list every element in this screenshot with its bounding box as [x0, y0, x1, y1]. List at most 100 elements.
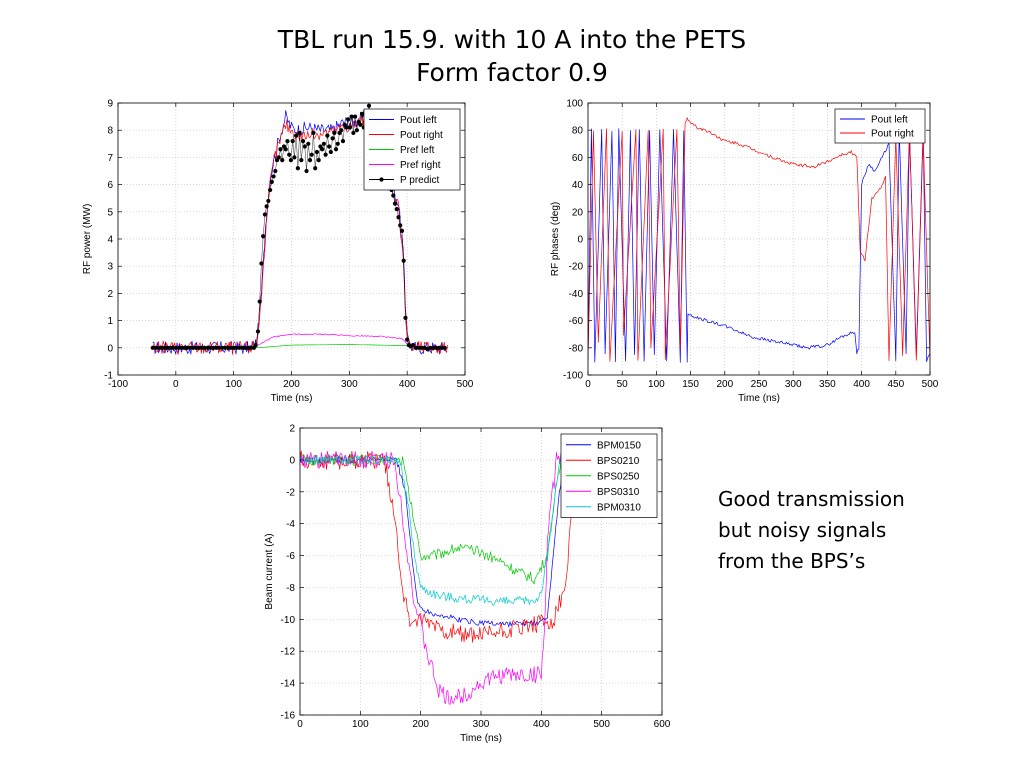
data-point [346, 117, 351, 122]
data-point [276, 155, 281, 160]
data-point [253, 342, 258, 348]
data-point [436, 345, 442, 350]
y-tick-label: -40 [569, 289, 584, 300]
data-point [333, 147, 339, 152]
x-tick-label: 200 [716, 379, 733, 390]
x-tick-label: 150 [682, 379, 699, 390]
y-tick-label: 7 [107, 153, 113, 164]
data-point [416, 345, 421, 350]
x-tick-label: 0 [585, 379, 591, 390]
data-point [243, 345, 248, 350]
y-tick-label: 5 [107, 207, 113, 218]
y-tick-label: 0 [289, 455, 295, 466]
data-point [214, 345, 219, 350]
data-point [222, 345, 228, 350]
y-tick-label: 1 [107, 316, 113, 327]
y-tick-label: -4 [286, 519, 295, 530]
data-point [320, 147, 325, 152]
axes: -100 0 100 200 300 400 500 -1 0 1 2 3 4 5 6 7 8 9 Time (ns… [82, 99, 474, 405]
y-tick-label: -20 [569, 262, 584, 273]
data-point [321, 141, 326, 146]
y-tick-label: -60 [569, 316, 584, 327]
x-tick-label: 50 [617, 379, 629, 390]
x-tick-label: 300 [473, 719, 490, 730]
rf-phase-chart: 0 50 100 150 200 250 300 350 400 450 500-100-80-60… [550, 99, 939, 405]
data-point [153, 345, 158, 350]
data-point [335, 141, 340, 146]
data-point [225, 345, 230, 350]
data-point [193, 345, 199, 350]
data-point [228, 345, 233, 350]
data-point [340, 138, 346, 144]
data-point [307, 158, 313, 163]
y-tick-label: -14 [281, 679, 296, 690]
data-point [347, 125, 353, 130]
x-tick-label: 450 [887, 379, 904, 390]
data-point [191, 345, 196, 350]
x-axis-label: Time (ns) [271, 393, 313, 404]
y-tick-label: 3 [107, 262, 113, 273]
data-point [398, 223, 403, 228]
data-point [266, 198, 271, 204]
legend-label: Pref right [400, 160, 441, 171]
data-point [433, 345, 439, 350]
data-point [294, 133, 299, 138]
data-point [392, 201, 398, 206]
data-point [285, 138, 290, 144]
data-point [419, 345, 424, 350]
data-point [297, 130, 302, 136]
y-tick-label: -6 [286, 551, 295, 562]
series-line-0 [300, 435, 569, 628]
data-point [299, 158, 304, 163]
data-point [268, 187, 273, 193]
data-point [401, 258, 406, 263]
data-point [306, 141, 311, 146]
data-point [403, 315, 408, 320]
data-point [442, 345, 447, 350]
y-tick-label: -100 [563, 371, 583, 382]
legend-label: Pref left [400, 145, 435, 156]
data-point [391, 193, 396, 198]
data-point [344, 125, 349, 130]
data-point [300, 138, 306, 144]
beam-current-chart: 0 100 200 300 400 500 600 -16 -14 -12 -10 -8 -6 -4 -2 0… [264, 424, 671, 745]
note-line-1: Good transmission [718, 487, 905, 511]
data-point [231, 345, 236, 350]
data-point [255, 329, 261, 334]
data-point [394, 206, 399, 212]
data-point [220, 345, 225, 350]
legend: Pout left Pout right [834, 108, 926, 144]
x-tick-label: 400 [853, 379, 870, 390]
data-point [269, 179, 274, 184]
data-point [295, 166, 300, 171]
x-tick-label: 500 [593, 719, 610, 730]
data-point [431, 345, 436, 350]
data-point [165, 345, 170, 350]
y-axis-label: Beam current (A) [264, 533, 275, 609]
series-line-2 [300, 453, 563, 585]
data-point [278, 147, 283, 152]
data-point [162, 345, 167, 350]
legend-label: BPS0210 [597, 456, 640, 467]
data-point [366, 103, 372, 108]
data-point [199, 345, 204, 350]
data-point [413, 345, 418, 350]
data-point [330, 136, 335, 141]
y-tick-label: 6 [107, 180, 113, 191]
legend-label: BPS0310 [597, 487, 640, 498]
x-tick-label: 100 [648, 379, 665, 390]
y-tick-label: 9 [107, 99, 113, 110]
y-tick-label: -80 [569, 343, 584, 354]
data-point [248, 345, 254, 350]
y-tick-label: -2 [286, 487, 295, 498]
data-point [314, 149, 320, 155]
slide-note: Good transmission but noisy signals from… [718, 484, 958, 577]
y-tick-label: -1 [104, 371, 113, 382]
x-axis-label: Time (ns) [738, 393, 780, 404]
data-point [261, 234, 266, 239]
data-point [262, 212, 267, 217]
series-group [150, 103, 448, 355]
legend-label: BPS0250 [597, 471, 640, 482]
data-point [325, 133, 330, 138]
data-point [179, 345, 184, 350]
